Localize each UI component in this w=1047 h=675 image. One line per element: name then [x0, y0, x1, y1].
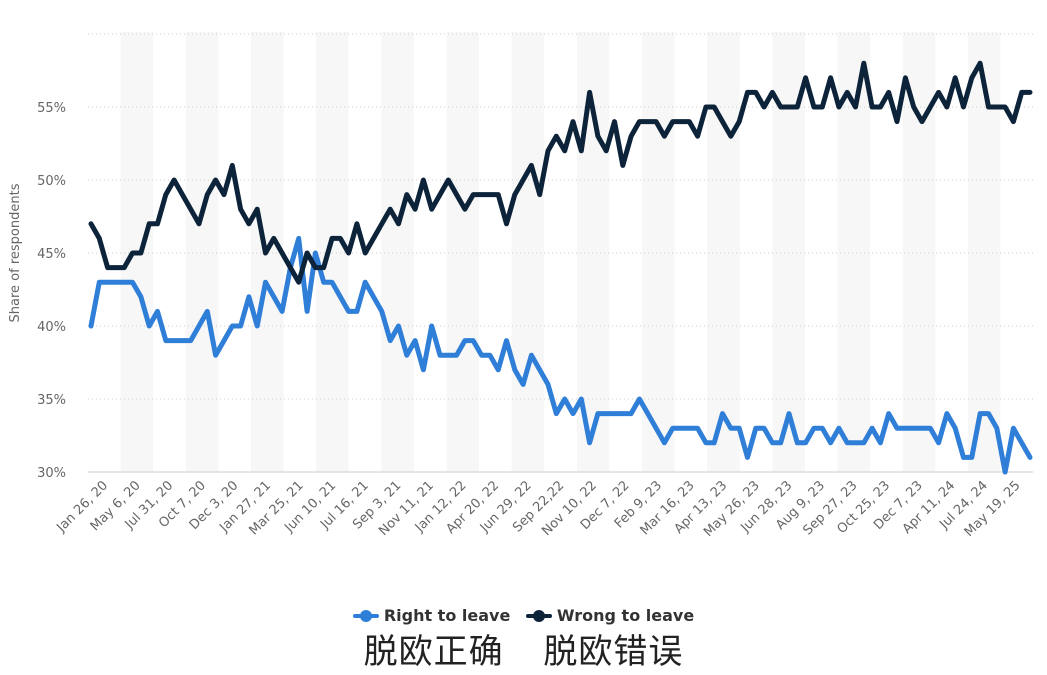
legend-marker-right-to-leave — [352, 609, 379, 623]
legend: Right to leave Wrong to leave — [0, 606, 1047, 627]
y-tick-label: 45% — [37, 247, 66, 262]
x-band — [641, 32, 675, 472]
series-line-wrong-to-leave[interactable] — [88, 60, 1033, 285]
caption: 脱欧正确 脱欧错误 — [0, 624, 1047, 673]
grid-lines — [88, 33, 1033, 473]
x-band — [185, 32, 219, 472]
y-tick-label: 40% — [37, 320, 66, 335]
y-tick-label: 30% — [37, 466, 66, 481]
x-band — [316, 32, 349, 472]
legend-label-wrong-to-leave: Wrong to leave — [556, 606, 695, 625]
x-band — [967, 32, 1001, 472]
y-tick-label: 55% — [37, 101, 66, 116]
caption-left: 脱欧正确 — [363, 632, 504, 672]
legend-item-wrong-to-leave[interactable]: Wrong to leave — [525, 606, 695, 625]
x-band — [381, 32, 414, 472]
plot-background-bands — [120, 32, 1001, 472]
series-line-right-to-leave[interactable] — [88, 235, 1033, 475]
x-band — [902, 32, 936, 472]
y-tick-label: 35% — [37, 393, 66, 408]
legend-item-right-to-leave[interactable]: Right to leave — [352, 606, 511, 625]
x-band — [511, 32, 545, 472]
y-axis-title: Share of respondents — [8, 183, 23, 322]
x-band — [707, 32, 740, 472]
series-layer — [88, 60, 1033, 475]
y-axis-ticks: 30% 35% 40% 45% 50% 55% — [37, 101, 66, 481]
legend-label-right-to-leave: Right to leave — [383, 606, 511, 625]
caption-right: 脱欧错误 — [543, 632, 684, 672]
x-band — [446, 32, 480, 472]
y-tick-label: 50% — [37, 174, 66, 189]
legend-marker-wrong-to-leave — [525, 609, 552, 623]
